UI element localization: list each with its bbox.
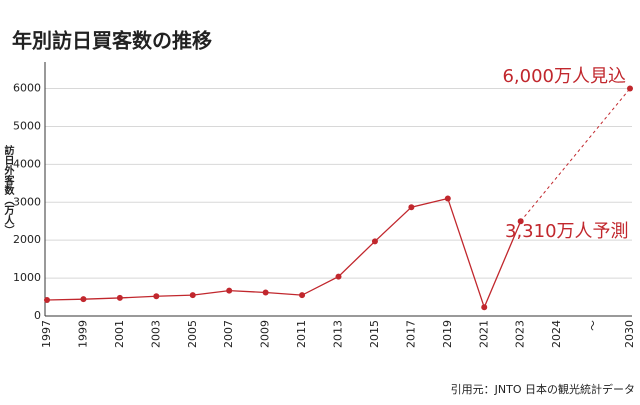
y-tick-label: 0	[34, 309, 41, 322]
point	[371, 238, 378, 245]
point	[44, 297, 50, 304]
point	[481, 304, 488, 311]
x-tick-label: 2013	[332, 320, 345, 348]
point	[153, 293, 160, 300]
y-tick-label: 4000	[13, 157, 41, 170]
x-tick-label: 2003	[149, 320, 162, 348]
point	[517, 218, 524, 225]
y-tick-label: 2000	[13, 233, 41, 246]
x-tick-label: 1999	[76, 320, 89, 348]
x-tick-label: 2005	[186, 320, 199, 348]
x-tick-label: 2030	[623, 320, 636, 348]
point	[80, 296, 87, 303]
x-tick-label: 2023	[514, 320, 527, 348]
point	[226, 287, 233, 294]
point	[189, 292, 196, 299]
x-tick-label: 2019	[441, 320, 454, 348]
point	[262, 289, 269, 296]
source: 引用元：JNTO 日本の観光統計データ	[451, 382, 635, 396]
y-tick-label: 6000	[13, 82, 41, 95]
x-tick-label: 2007	[222, 320, 235, 348]
x-tick-label: 2024	[550, 320, 563, 348]
point	[627, 85, 633, 92]
y-tick-label: 5000	[13, 119, 41, 132]
annotation: 3,310万人予測	[505, 221, 629, 242]
x-tick-label: 2017	[404, 320, 417, 348]
y-tick-label: 1000	[13, 271, 41, 284]
x-tick-label: 2011	[295, 320, 308, 348]
point	[444, 195, 451, 202]
x-tick-label: ～	[587, 320, 600, 331]
point	[335, 273, 342, 280]
y-tick-label: 3000	[13, 195, 41, 208]
y-axis-label: 訪日外客数（万人）	[2, 144, 15, 235]
projection-line	[520, 88, 631, 222]
x-tick-label: 2015	[368, 320, 381, 348]
annotation: 6,000万人見込	[502, 66, 626, 87]
x-tick-label: 2001	[113, 320, 126, 348]
x-tick-label: 2009	[259, 320, 272, 348]
chart-title: 年別訪日買客数の推移	[12, 29, 212, 53]
line	[46, 197, 522, 310]
x-tick-label: 2021	[477, 320, 490, 348]
point	[408, 204, 415, 211]
point	[299, 292, 306, 299]
point	[116, 294, 123, 301]
x-tick-label: 1997	[40, 320, 53, 348]
